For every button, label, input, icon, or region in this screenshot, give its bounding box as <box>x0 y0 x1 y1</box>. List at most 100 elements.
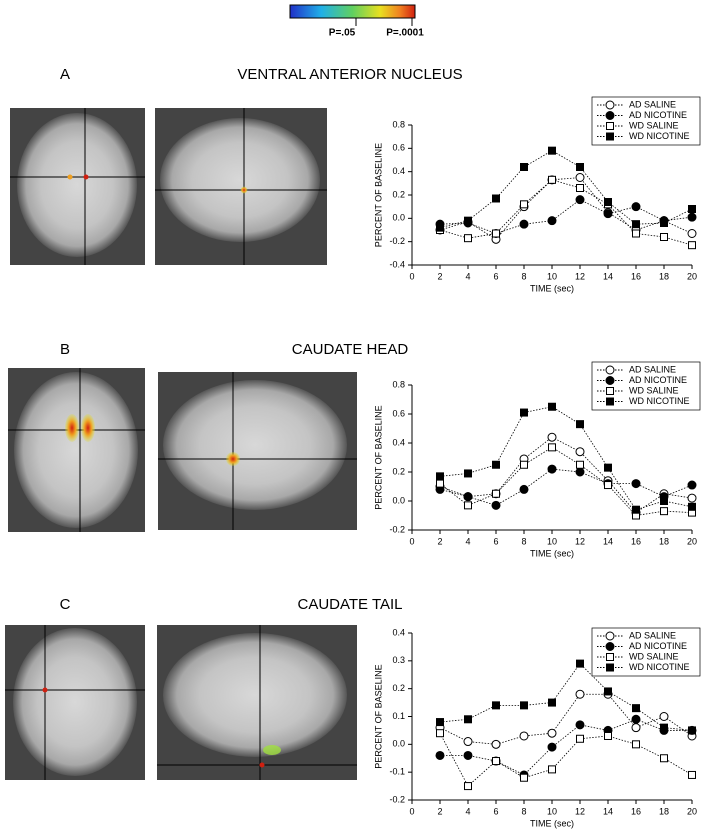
data-point <box>632 740 640 749</box>
series-line <box>439 177 693 240</box>
data-point <box>520 200 528 209</box>
line-chart: A VENTRAL ANTERIOR NUCLEUS -0.4 -0.2 0.0 0.2 0… <box>60 66 701 293</box>
data-point <box>436 729 444 738</box>
data-point <box>547 742 557 752</box>
data-point <box>519 219 529 229</box>
legend-label: WD SALINE <box>629 120 679 130</box>
panel-label: A <box>60 66 70 83</box>
data-point <box>575 689 585 699</box>
data-point <box>575 467 585 477</box>
x-tick-label: 18 <box>659 271 669 281</box>
data-point <box>492 701 500 710</box>
data-point <box>435 750 445 760</box>
data-point <box>631 479 641 489</box>
x-axis-label: TIME (sec) <box>530 283 574 293</box>
data-point <box>548 175 556 184</box>
data-point <box>660 497 668 505</box>
data-point <box>464 501 472 510</box>
sagittal-image <box>158 372 357 530</box>
series-line <box>439 446 693 516</box>
legend-marker <box>605 376 615 385</box>
x-tick-label: 8 <box>521 271 526 281</box>
data-point <box>604 463 612 472</box>
brain-images <box>5 108 357 780</box>
x-tick-label: 20 <box>687 271 697 281</box>
data-point <box>687 212 697 222</box>
data-point <box>632 704 640 713</box>
legend-label: WD NICOTINE <box>629 396 690 406</box>
data-point <box>576 734 584 743</box>
data-point <box>660 233 668 241</box>
y-tick-label: -0.2 <box>389 524 405 534</box>
legend-marker <box>606 663 614 672</box>
series-line <box>439 179 693 246</box>
data-point <box>548 146 556 155</box>
legend-label: WD SALINE <box>629 651 679 661</box>
y-tick-label: 0.8 <box>392 119 405 129</box>
data-point <box>660 754 668 763</box>
legend-marker <box>605 111 615 120</box>
legend-label: WD NICOTINE <box>629 662 690 672</box>
data-point <box>464 216 472 225</box>
x-tick-label: 2 <box>437 536 442 546</box>
panel-label: C <box>60 596 71 613</box>
data-point <box>547 216 557 226</box>
data-point <box>575 195 585 205</box>
data-point <box>519 731 529 741</box>
data-point <box>492 460 500 469</box>
x-tick-label: 16 <box>631 536 641 546</box>
legend-marker <box>605 631 615 641</box>
x-tick-label: 20 <box>687 536 697 546</box>
x-tick-label: 20 <box>687 806 697 816</box>
line-chart: C CAUDATE TAIL -0.2 -0.1 0.0 0.1 0.2 0.3 0.4 0 2 4 6… <box>60 596 701 828</box>
x-tick-label: 4 <box>465 271 470 281</box>
sagittal-image <box>157 625 357 780</box>
x-tick-label: 12 <box>575 806 585 816</box>
data-point <box>464 782 472 791</box>
x-tick-label: 10 <box>547 806 557 816</box>
y-tick-label: 0.2 <box>392 466 405 476</box>
axial-image <box>5 625 145 780</box>
legend-marker <box>605 100 615 110</box>
colorbar-label: P=.05 <box>329 28 356 39</box>
x-tick-label: 18 <box>659 536 669 546</box>
legend-label: AD NICOTINE <box>629 641 687 651</box>
x-tick-label: 16 <box>631 271 641 281</box>
legend-label: AD SALINE <box>629 630 676 640</box>
series-line <box>439 406 693 511</box>
y-tick-label: 0.0 <box>392 739 405 749</box>
data-point <box>576 163 584 171</box>
chart-title: CAUDATE HEAD <box>292 341 409 358</box>
data-point <box>575 720 585 730</box>
data-point <box>576 460 584 469</box>
x-tick-label: 18 <box>659 806 669 816</box>
axial-image <box>10 108 145 265</box>
data-point <box>547 464 557 474</box>
data-point <box>548 698 556 707</box>
data-point <box>688 726 696 735</box>
y-tick-label: 0.4 <box>392 166 405 176</box>
series-line <box>439 663 693 731</box>
data-point <box>464 469 472 478</box>
data-point <box>520 701 528 710</box>
series-line <box>439 468 693 506</box>
data-point <box>547 432 557 442</box>
data-point <box>519 484 529 494</box>
data-point <box>632 505 640 514</box>
data-point <box>659 712 669 721</box>
data-point <box>688 770 696 779</box>
colorbar-gradient <box>289 4 416 19</box>
y-tick-label: 0.3 <box>392 655 405 665</box>
x-tick-label: 6 <box>493 806 498 816</box>
y-tick-label: 0.4 <box>392 437 405 447</box>
series-line <box>439 199 693 234</box>
y-axis-label: PERCENT OF BASELINE <box>373 664 383 768</box>
x-tick-label: 14 <box>603 271 613 281</box>
x-tick-label: 14 <box>603 536 613 546</box>
data-point <box>492 757 500 766</box>
data-point <box>436 718 444 727</box>
panel-label: B <box>60 341 70 358</box>
data-point <box>491 739 501 749</box>
data-point <box>631 714 641 724</box>
